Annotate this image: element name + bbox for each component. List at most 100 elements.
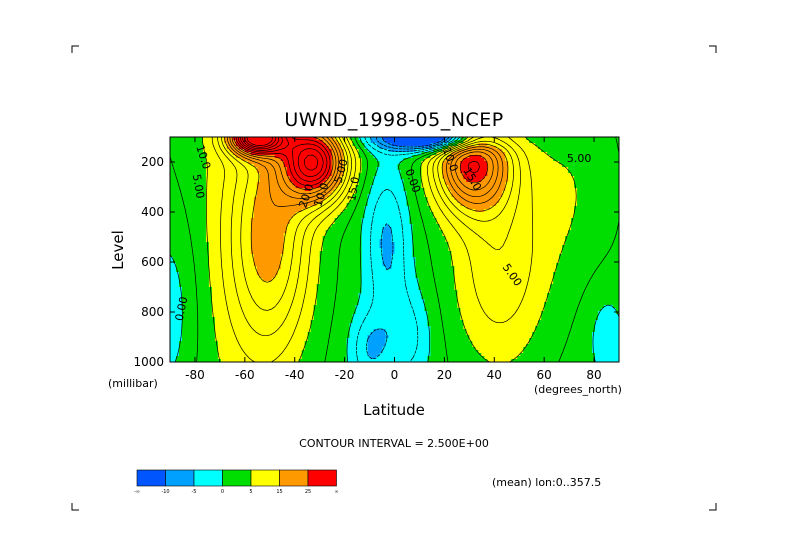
field-cell <box>424 227 429 231</box>
field-cell <box>211 170 216 174</box>
field-cell <box>394 194 399 198</box>
field-cell <box>466 200 470 204</box>
field-cell <box>259 167 264 171</box>
field-cell <box>427 191 432 195</box>
field-cell <box>499 188 503 192</box>
field-cell <box>613 230 617 234</box>
field-cell <box>517 152 521 156</box>
field-cell <box>475 155 479 159</box>
field-cell <box>316 212 321 216</box>
field-cell <box>376 191 381 195</box>
field-cell <box>568 176 572 180</box>
field-cell <box>412 188 417 192</box>
field-cell <box>430 215 435 219</box>
field-cell <box>418 185 423 189</box>
field-cell <box>367 167 372 171</box>
field-cell <box>514 161 518 165</box>
field-cell <box>283 158 288 162</box>
field-cell <box>208 200 213 204</box>
field-cell <box>496 161 500 165</box>
field-cell <box>439 164 443 168</box>
field-cell <box>292 200 297 204</box>
field-cell <box>256 221 261 225</box>
field-cell <box>325 137 330 141</box>
field-cell <box>601 188 605 192</box>
field-cell <box>481 200 485 204</box>
field-cell <box>448 152 452 156</box>
field-cell <box>223 143 228 147</box>
field-cell <box>553 224 557 228</box>
field-cell <box>589 221 593 225</box>
field-cell <box>295 176 300 180</box>
field-cell <box>337 152 342 156</box>
field-cell <box>505 164 509 168</box>
field-cell <box>280 188 285 192</box>
field-cell <box>514 188 518 192</box>
field-cell <box>400 209 405 213</box>
field-cell <box>205 224 210 228</box>
field-cell <box>193 143 198 147</box>
field-cell <box>217 179 222 183</box>
field-cell <box>385 182 390 186</box>
field-cell <box>469 164 473 168</box>
field-cell <box>199 185 204 189</box>
field-cell <box>430 152 435 156</box>
field-cell <box>181 209 186 213</box>
field-cell <box>298 146 303 150</box>
field-cell <box>170 221 174 225</box>
field-cell <box>340 161 345 165</box>
field-cell <box>292 191 297 195</box>
field-cell <box>613 215 617 219</box>
field-cell <box>325 179 330 183</box>
field-cell <box>286 170 291 174</box>
field-cell <box>226 200 231 204</box>
field-cell <box>586 218 590 222</box>
field-cell <box>170 182 174 186</box>
field-cell <box>508 158 512 162</box>
field-cell <box>235 185 240 189</box>
field-cell <box>529 149 533 153</box>
field-cell <box>517 149 521 153</box>
field-cell <box>493 233 497 237</box>
field-cell <box>388 170 393 174</box>
field-cell <box>313 188 318 192</box>
field-cell <box>403 155 408 159</box>
field-cell <box>598 224 602 228</box>
field-cell <box>199 140 204 144</box>
field-cell <box>358 227 363 231</box>
field-cell <box>382 149 387 153</box>
field-cell <box>439 188 443 192</box>
field-cell <box>595 233 599 237</box>
field-cell <box>403 164 408 168</box>
field-cell <box>229 164 234 168</box>
field-cell <box>355 209 360 213</box>
field-cell <box>367 155 372 159</box>
field-cell <box>316 149 321 153</box>
field-cell <box>277 236 282 240</box>
field-cell <box>370 137 375 141</box>
field-cell <box>583 137 587 141</box>
field-cell <box>325 155 330 159</box>
field-cell <box>613 146 617 150</box>
field-cell <box>595 158 599 162</box>
field-cell <box>427 194 432 198</box>
field-cell <box>199 158 204 162</box>
field-cell <box>556 209 560 213</box>
field-cell <box>244 167 249 171</box>
field-cell <box>598 182 602 186</box>
field-cell <box>319 218 324 222</box>
field-cell <box>340 170 345 174</box>
field-cell <box>385 155 390 159</box>
field-cell <box>601 170 605 174</box>
field-cell <box>214 221 219 225</box>
field-cell <box>406 188 411 192</box>
field-cell <box>424 194 429 198</box>
field-cell <box>580 206 584 210</box>
field-cell <box>553 170 557 174</box>
field-cell <box>316 194 321 198</box>
field-cell <box>244 170 249 174</box>
field-cell <box>271 167 276 171</box>
field-cell <box>463 161 467 165</box>
field-cell <box>307 209 312 213</box>
field-cell <box>583 152 587 156</box>
